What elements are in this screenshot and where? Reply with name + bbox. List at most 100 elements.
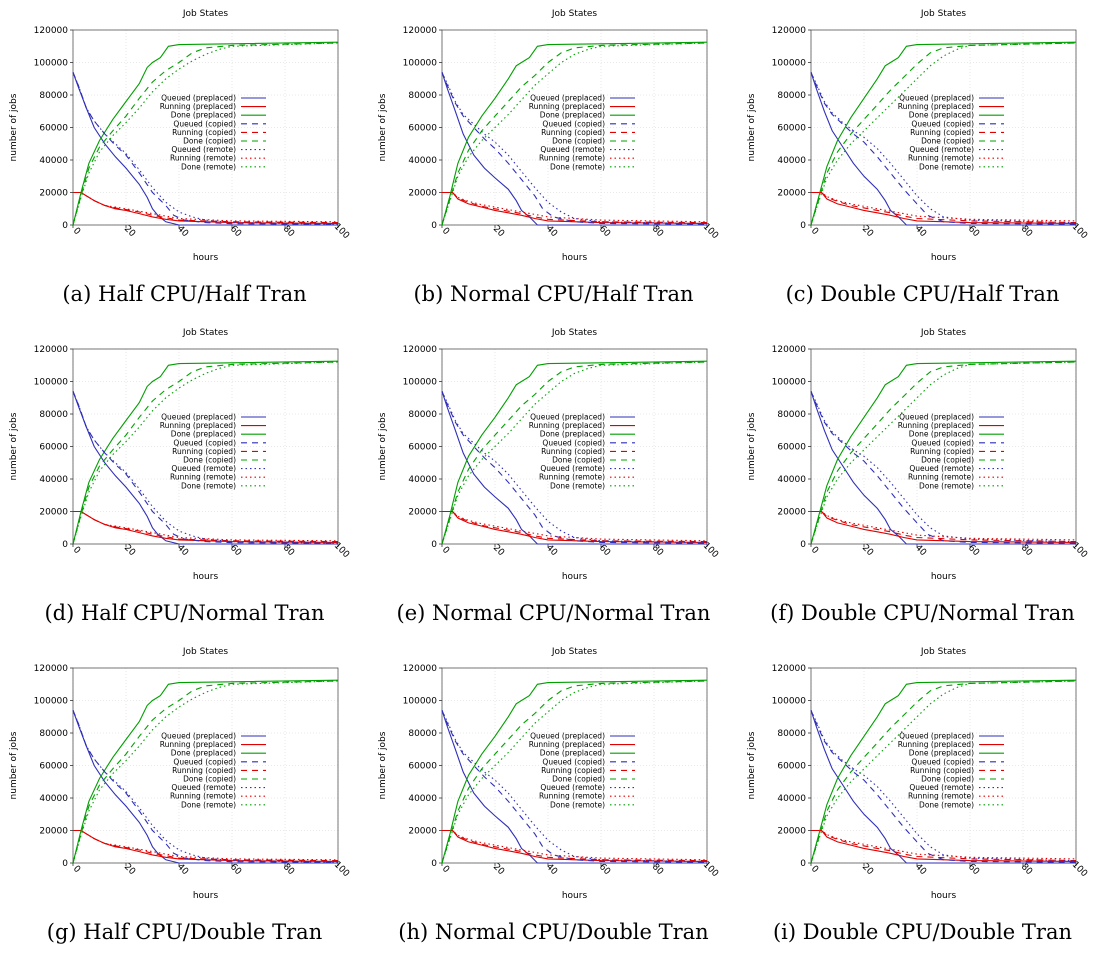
y-tick-label: 20000 <box>39 827 68 837</box>
legend-label: Done (copied) <box>183 137 236 146</box>
x-tick-label: 20 <box>860 224 875 239</box>
legend-label: Queued (copied) <box>911 757 974 766</box>
legend-label: Queued (copied) <box>911 119 974 128</box>
legend-label: Done (remote) <box>181 800 236 809</box>
x-tick-label: 40 <box>544 862 559 877</box>
y-tick-label: 60000 <box>408 762 437 772</box>
legend-label: Running (remote) <box>908 473 974 482</box>
x-tick-label: 60 <box>597 543 612 558</box>
series-line <box>441 72 708 225</box>
y-tick-label: 40000 <box>777 794 806 804</box>
x-tick-label: 60 <box>966 543 981 558</box>
y-tick-label: 100000 <box>403 378 438 388</box>
legend-label: Queued (copied) <box>173 119 236 128</box>
legend-label: Done (preplaced) <box>171 749 236 758</box>
x-tick-label: 20 <box>860 543 875 558</box>
legend-label: Running (preplaced) <box>160 102 236 111</box>
series-line <box>441 360 708 545</box>
series-line <box>810 710 1076 864</box>
series-line <box>442 510 708 542</box>
series-line <box>72 42 339 226</box>
subfigure-caption: (f) Double CPU/Normal Tran <box>770 601 1075 625</box>
y-tick-label: 0 <box>431 540 437 550</box>
y-tick-label: 80000 <box>408 729 437 739</box>
x-tick-label: 80 <box>1019 543 1034 558</box>
legend-label: Queued (copied) <box>911 438 974 447</box>
y-tick-label: 80000 <box>39 91 68 101</box>
legend-label: Queued (remote) <box>540 464 605 473</box>
x-tick-label: 80 <box>1019 862 1034 877</box>
series-line <box>441 680 708 864</box>
y-tick-label: 20000 <box>777 508 806 518</box>
y-tick-label: 20000 <box>408 827 437 837</box>
series-line <box>72 42 339 226</box>
y-tick-label: 40000 <box>408 794 437 804</box>
legend-label: Done (preplaced) <box>540 111 605 120</box>
x-tick-label: 20 <box>491 862 506 877</box>
subfigure-caption: (a) Half CPU/Half Tran <box>62 282 307 306</box>
legend-label: Queued (copied) <box>173 438 236 447</box>
x-tick-label: 60 <box>966 224 981 239</box>
y-tick-label: 20000 <box>408 189 437 199</box>
series-line <box>441 391 707 545</box>
series-line <box>73 829 339 862</box>
y-tick-label: 40000 <box>777 475 806 485</box>
legend-label: Done (copied) <box>183 775 236 784</box>
series-line <box>72 391 339 544</box>
x-tick-label: 60 <box>597 224 612 239</box>
x-tick-label: 20 <box>122 862 137 877</box>
legend-label: Running (copied) <box>172 766 236 775</box>
y-tick-label: 120000 <box>403 345 438 355</box>
series-line <box>72 360 339 545</box>
series-line <box>441 72 707 226</box>
chart-panel: Job States 0 20000 40000 60000 80000 100000 120… <box>738 640 1107 959</box>
y-tick-label: 100000 <box>34 59 69 69</box>
series-line <box>810 391 1077 543</box>
legend-label: Done (remote) <box>181 481 236 490</box>
chart-title: Job States <box>182 647 229 657</box>
y-tick-label: 20000 <box>39 508 68 518</box>
series-line <box>72 72 338 226</box>
series-line <box>72 361 339 545</box>
legend-label: Done (preplaced) <box>171 430 236 439</box>
series-line <box>442 829 708 862</box>
chart-title: Job States <box>182 328 229 338</box>
series-line <box>441 679 708 864</box>
chart-panel: Job States 0 20000 40000 60000 80000 100000 120… <box>738 2 1107 321</box>
legend-label: Running (remote) <box>539 473 605 482</box>
y-tick-label: 60000 <box>777 443 806 453</box>
series-line <box>810 391 1076 545</box>
y-tick-label: 40000 <box>39 475 68 485</box>
series-line <box>810 710 1077 862</box>
legend-label: Queued (remote) <box>171 145 236 154</box>
chart-title: Job States <box>920 647 967 657</box>
legend-label: Queued (remote) <box>540 145 605 154</box>
series-line <box>441 42 708 226</box>
series-line <box>441 41 708 226</box>
y-tick-label: 100000 <box>772 59 807 69</box>
x-tick-label: 20 <box>122 543 137 558</box>
subfigure-caption: (d) Half CPU/Normal Tran <box>44 601 325 625</box>
legend-label: Running (copied) <box>541 128 605 137</box>
x-axis-label: hours <box>562 253 588 263</box>
y-tick-label: 80000 <box>777 91 806 101</box>
subfigure-caption: (g) Half CPU/Double Tran <box>46 920 323 944</box>
series-line <box>72 710 339 863</box>
x-tick-label: 40 <box>913 543 928 558</box>
series-line <box>73 510 339 542</box>
legend-label: Running (copied) <box>541 766 605 775</box>
x-tick-label: 0 <box>809 545 820 556</box>
y-axis-label: number of jobs <box>9 412 19 480</box>
series-line <box>810 72 1077 224</box>
y-tick-label: 100000 <box>34 378 69 388</box>
legend-label: Queued (copied) <box>542 438 605 447</box>
legend-label: Queued (preplaced) <box>899 732 974 741</box>
y-axis-label: number of jobs <box>9 731 19 799</box>
chart-panel: Job States 0 20000 40000 60000 80000 100000 120… <box>0 2 369 321</box>
chart-panel: Job States 0 20000 40000 60000 80000 100000 120… <box>369 321 738 640</box>
chart-svg: Job States 0 20000 40000 60000 80000 100000 120… <box>747 328 1089 582</box>
legend-label: Queued (copied) <box>542 119 605 128</box>
series-line <box>441 42 708 226</box>
series-line <box>811 829 1077 860</box>
